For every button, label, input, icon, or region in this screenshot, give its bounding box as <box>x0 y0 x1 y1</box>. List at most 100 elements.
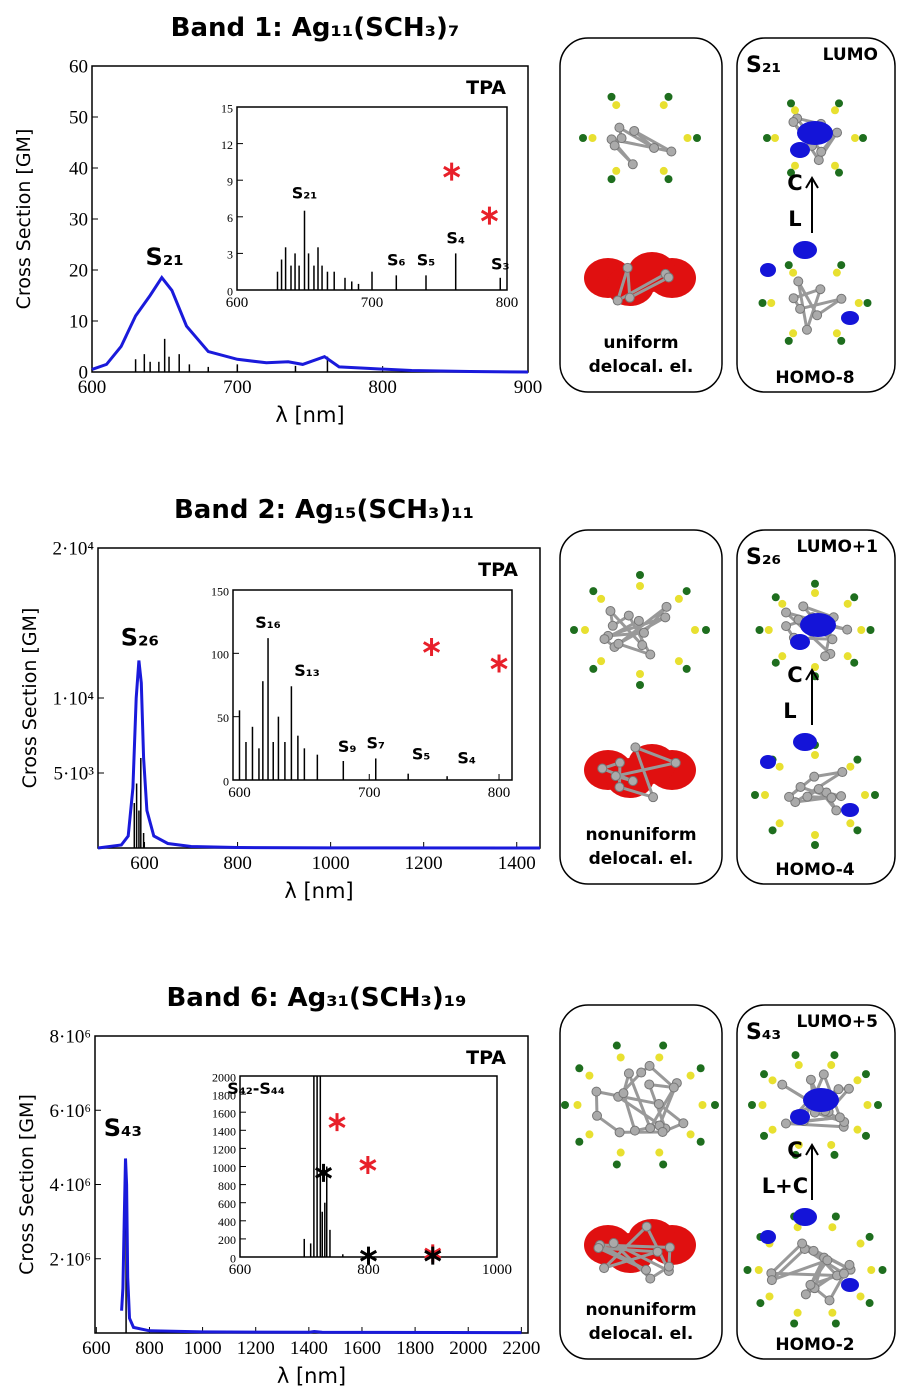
excitation-from: L+C <box>762 1174 808 1198</box>
x-axis-label: λ [nm] <box>284 879 353 903</box>
sulfur <box>573 1101 582 1110</box>
carbon <box>758 299 767 308</box>
y-tick-label: 4·10⁶ <box>50 1175 91 1196</box>
y-tick-label: 40 <box>69 159 88 180</box>
sulfur <box>828 1223 837 1232</box>
carbon <box>831 1319 840 1328</box>
atom <box>623 1068 634 1079</box>
structure-label: nonuniform <box>585 825 696 845</box>
atom <box>645 1123 656 1134</box>
x-tick-label: 1200 <box>237 1338 275 1359</box>
carbon <box>635 571 644 579</box>
carbon <box>865 1299 874 1308</box>
state-annotation: S₂₁ <box>292 184 318 203</box>
bond <box>622 1092 637 1132</box>
atom <box>809 771 820 782</box>
atom <box>798 601 809 612</box>
spectrum-curve <box>120 1158 522 1335</box>
sulfur <box>861 791 869 799</box>
plot-frame <box>236 106 508 291</box>
atom <box>788 117 799 128</box>
atom <box>795 781 806 792</box>
atom <box>663 1261 674 1272</box>
y-tick-label: 6 <box>227 211 233 225</box>
atom <box>644 1079 655 1090</box>
carbon <box>575 1064 584 1073</box>
carbon <box>682 587 691 596</box>
atom <box>591 1086 602 1097</box>
atom <box>644 1060 655 1071</box>
atom <box>614 122 625 133</box>
atom <box>638 627 649 638</box>
x-tick-label: 1400 <box>498 853 536 874</box>
excitation-arrow <box>805 176 819 233</box>
carbon <box>751 791 759 800</box>
carbon <box>659 1160 668 1169</box>
sulfur <box>867 1266 876 1274</box>
x-tick-label: 1000 <box>184 1338 222 1359</box>
excitation-from: L <box>788 207 801 231</box>
sulfur <box>597 594 606 603</box>
carbon <box>790 1319 799 1328</box>
x-tick-label: 600 <box>78 377 107 398</box>
atom <box>826 792 837 803</box>
atom <box>663 272 674 283</box>
carbon <box>756 1299 765 1308</box>
y-tick-label: 200 <box>218 1233 236 1247</box>
sulfur <box>771 134 779 143</box>
atom <box>788 293 799 304</box>
bond <box>617 642 651 656</box>
x-tick-label: 1600 <box>343 1338 381 1359</box>
panel-title: Band 2: Ag₁₅(SCH₃)₁₁ <box>174 495 474 525</box>
sulfur <box>764 626 773 635</box>
state-label: S₂₆ <box>746 545 781 570</box>
atom <box>657 1126 668 1137</box>
sulfur <box>863 1101 872 1109</box>
bond <box>785 1122 844 1129</box>
sulfur <box>778 652 787 661</box>
sulfur <box>585 1130 594 1139</box>
atom <box>664 1242 675 1253</box>
sulfur <box>778 599 787 608</box>
orbital-lobe <box>800 613 836 637</box>
x-axis-label: λ [nm] <box>277 1364 346 1388</box>
atom <box>666 146 677 157</box>
bond <box>771 1258 828 1282</box>
x-tick-label: 2200 <box>502 1338 540 1359</box>
structure-label: uniform <box>603 333 678 353</box>
state-annotation: S₇ <box>366 733 385 752</box>
density-lobe <box>628 252 676 292</box>
x-tick-label: 800 <box>135 1338 164 1359</box>
atom <box>843 1083 854 1094</box>
atom <box>808 1245 819 1256</box>
sulfur <box>811 663 820 671</box>
carbon <box>755 626 764 635</box>
bond <box>619 785 654 799</box>
y-tick-label: 1400 <box>212 1125 236 1139</box>
sulfur <box>686 1071 695 1080</box>
carbon <box>696 1064 705 1073</box>
y-tick-label: 150 <box>211 584 229 598</box>
orbital-label: HOMO-4 <box>775 860 854 880</box>
x-tick-label: 1000 <box>482 1262 512 1278</box>
carbon <box>561 1101 569 1110</box>
x-tick-label: 800 <box>223 853 252 874</box>
bond <box>615 761 677 778</box>
state-annotation: S₆ <box>387 251 406 270</box>
x-tick-label: 600 <box>228 785 251 801</box>
atom <box>784 791 795 802</box>
carbon <box>863 299 872 307</box>
sulfur <box>810 751 819 759</box>
carbon <box>579 134 587 143</box>
atom <box>599 1263 610 1274</box>
sulfur <box>857 626 866 634</box>
atom <box>616 133 627 144</box>
sulfur <box>581 626 589 635</box>
atom <box>812 310 823 321</box>
orbital-lobe <box>793 1208 817 1226</box>
atom <box>648 792 659 803</box>
sulfur <box>793 1223 802 1232</box>
orbital-label: LUMO+1 <box>797 537 878 557</box>
carbon <box>859 134 867 142</box>
